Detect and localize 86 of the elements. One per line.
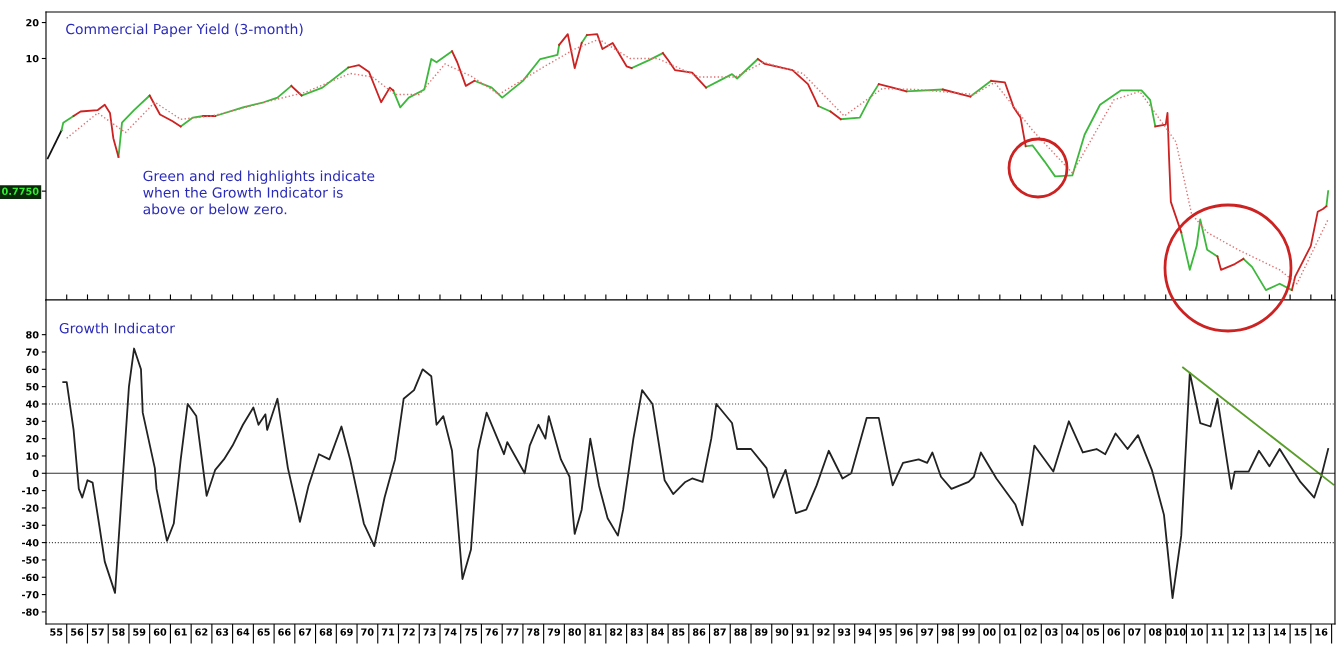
y-tick-label: 20 — [26, 435, 39, 443]
x-tick-label: 97 — [920, 628, 934, 636]
x-tick-label: 08 — [1148, 628, 1162, 636]
annotation: Commercial Paper Yield (3-month) — [66, 23, 303, 37]
x-tick-label: 76 — [485, 628, 498, 636]
x-tick-label: 06 — [1107, 628, 1121, 636]
x-tick-label: 12 — [1232, 628, 1245, 636]
x-tick-label: 68 — [319, 628, 333, 636]
y-tick-label: 20 — [26, 19, 39, 27]
x-tick-label: 83 — [630, 628, 643, 636]
x-tick-label: 80 — [568, 628, 581, 636]
x-tick-label: 72 — [402, 628, 415, 636]
x-tick-label: 93 — [837, 628, 851, 636]
y-tick-label: 10 — [26, 54, 39, 63]
x-tick-label: 73 — [423, 628, 436, 636]
x-tick-label: 59 — [133, 628, 146, 636]
x-tick-label: 64 — [236, 628, 250, 636]
x-tick-label: 03 — [1045, 628, 1058, 636]
x-tick-label: 61 — [174, 628, 187, 636]
x-tick-label: 90 — [775, 628, 789, 636]
x-tick-label: 77 — [506, 628, 519, 636]
x-tick-label: 99 — [962, 628, 975, 636]
x-tick-label: 69 — [340, 628, 353, 636]
x-tick-label: 15 — [1294, 628, 1307, 636]
y-tick-label: -80 — [22, 608, 39, 616]
x-tick-label: 60 — [153, 628, 167, 636]
x-tick-label: 56 — [71, 628, 84, 636]
y-tick-label: -70 — [22, 591, 39, 599]
x-tick-label: 91 — [796, 628, 809, 636]
x-tick-label: 010 — [1166, 628, 1186, 636]
x-tick-label: 74 — [444, 628, 457, 636]
x-tick-label: 89 — [755, 628, 768, 636]
x-tick-label: 71 — [381, 628, 395, 636]
x-tick-label: 96 — [900, 628, 913, 636]
x-tick-label: 13 — [1253, 628, 1265, 636]
x-tick-label: 58 — [112, 628, 125, 636]
x-tick-label: 88 — [734, 628, 747, 636]
x-tick-label: 70 — [361, 628, 374, 636]
x-tick-label: 98 — [941, 628, 955, 636]
x-tick-label: 95 — [879, 628, 892, 636]
y-tick-label: -60 — [22, 573, 39, 582]
x-tick-label: 75 — [464, 628, 478, 636]
x-tick-label: 63 — [215, 628, 229, 636]
x-tick-label: 94 — [858, 628, 872, 636]
y-tick-label: 80 — [26, 331, 39, 339]
x-tick-label: 05 — [1086, 628, 1100, 636]
x-tick-label: 87 — [713, 628, 726, 636]
x-tick-label: 11 — [1211, 628, 1224, 636]
y-tick-label: -50 — [22, 556, 39, 564]
y-tick-label: 0.7750 — [2, 187, 39, 195]
x-tick-label: 65 — [257, 628, 270, 636]
y-tick-label: 60 — [26, 365, 39, 374]
y-tick-label: 40 — [25, 400, 39, 408]
x-tick-label: 02 — [1024, 628, 1037, 636]
y-tick-label: -10 — [22, 487, 39, 495]
annotation: Growth Indicator — [59, 322, 175, 334]
annotation: Green and red highlights indicate when the Growth Indicator is above or below zero. — [143, 170, 375, 215]
x-tick-label: 67 — [298, 628, 312, 636]
x-tick-label: 00 — [983, 628, 996, 636]
x-tick-label: 81 — [589, 628, 602, 636]
y-tick-label: 70 — [26, 348, 39, 356]
x-tick-label: 01 — [1003, 628, 1017, 636]
x-tick-label: 04 — [1066, 628, 1079, 636]
y-tick-label: 0 — [32, 469, 39, 478]
y-tick-label: 30 — [26, 417, 39, 426]
x-tick-label: 16 — [1315, 628, 1328, 636]
x-tick-label: 07 — [1128, 628, 1141, 636]
line-series — [62, 347, 1330, 599]
x-tick-label: 57 — [91, 628, 104, 636]
x-tick-label: 62 — [195, 628, 208, 636]
y-tick-label: 50 — [26, 383, 39, 391]
x-tick-label: 82 — [609, 628, 623, 636]
x-tick-label: 84 — [651, 628, 664, 636]
y-tick-label: -30 — [22, 521, 39, 530]
x-tick-label: 10 — [1191, 628, 1204, 636]
y-tick-label: -20 — [22, 504, 39, 512]
x-tick-label: 66 — [278, 628, 291, 636]
x-tick-label: 85 — [672, 628, 685, 636]
x-tick-label: 78 — [527, 628, 540, 636]
x-tick-label: 14 — [1274, 628, 1286, 636]
x-tick-label: 86 — [692, 628, 706, 636]
y-tick-label: -40 — [22, 539, 39, 547]
x-tick-label: 92 — [817, 628, 830, 636]
y-tick-label: 10 — [26, 452, 39, 460]
x-tick-label: 55 — [50, 628, 63, 636]
x-tick-label: 79 — [547, 628, 561, 636]
